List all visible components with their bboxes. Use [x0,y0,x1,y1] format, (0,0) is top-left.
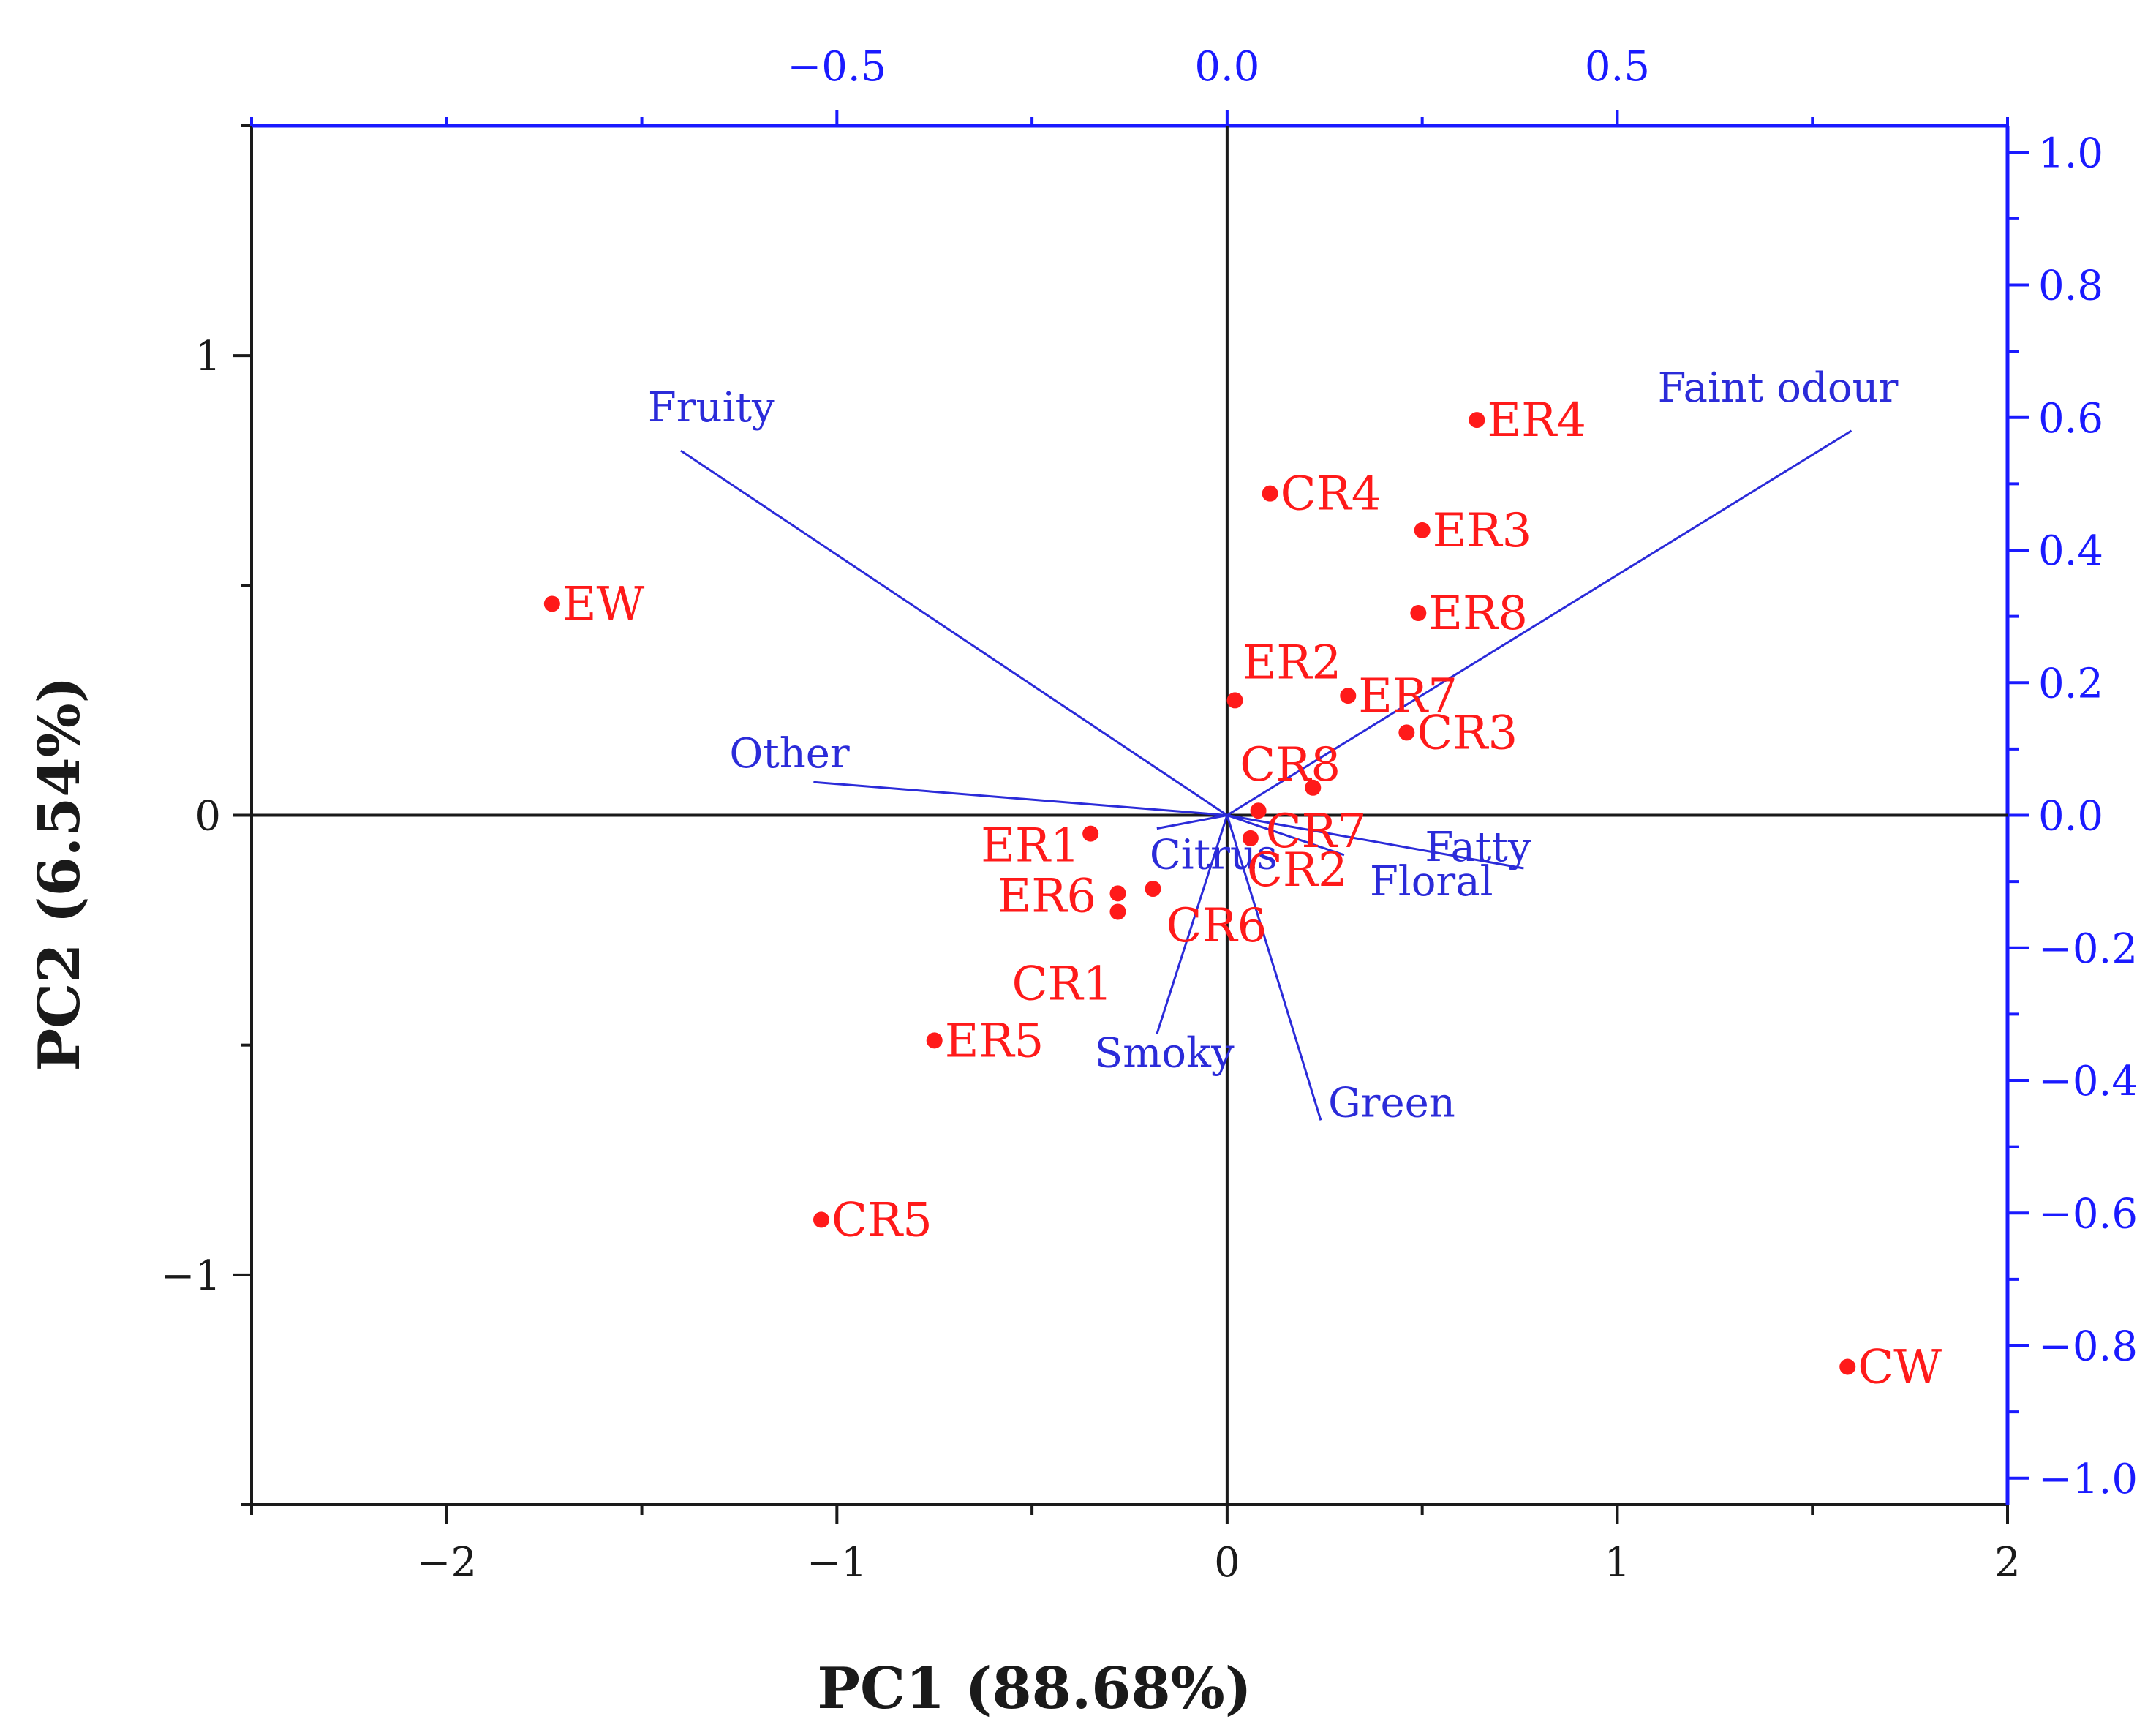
loading-label-fruity: Fruity [648,384,775,432]
score-point-cr8 [1305,779,1322,796]
loading-label-other: Other [729,730,850,778]
score-point-cr7 [1250,802,1267,819]
right-tick-label: 0.8 [2038,263,2103,310]
score-point-er5 [926,1032,943,1049]
x-tick-label: −2 [416,1539,477,1587]
y-axis-title: PC2 (6.54%) [26,676,93,1071]
score-point-er1 [1082,825,1099,842]
right-tick-label: 0.4 [2038,527,2103,575]
y-tick-label: 0 [195,793,221,840]
top-loading-axis-ticks: −0.5 0.0 0.5 [250,43,2009,126]
score-point-cr1 [1109,903,1126,920]
x-axis-title: PC1 (88.68%) [817,1655,1251,1722]
loading-vector-green [1226,815,1322,1121]
score-label-cr3: CR3 [1417,706,1518,760]
right-tick-label: 0.6 [2038,395,2103,443]
x-tick-label: −1 [807,1539,867,1587]
loading-vector-other [813,781,1228,816]
score-point-cr5 [813,1211,829,1228]
score-point-er7 [1340,688,1357,704]
score-label-cr8: CR8 [1240,738,1341,792]
score-label-cr5: CR5 [832,1193,932,1247]
right-tick-label: 1.0 [2038,129,2103,177]
top-tick-label: 0.5 [1585,43,1650,91]
zero-lines [252,126,2008,1505]
loading-vector-faint-odour [1226,429,1852,816]
score-point-cr4 [1262,485,1278,502]
loading-label-green: Green [1328,1079,1455,1127]
score-label-er6: ER6 [997,869,1096,923]
score-point-er2 [1226,692,1243,709]
y-axis-ticks: −1 0 1 [160,124,252,1506]
score-label-er1: ER1 [981,819,1080,873]
loading-vector-smoky [1156,815,1229,1035]
score-label-er5: ER5 [945,1014,1044,1068]
x-tick-label: 0 [1214,1539,1240,1587]
score-point-er4 [1469,412,1485,429]
score-label-cr6: CR6 [1166,899,1267,953]
top-tick-label: −0.5 [787,43,886,91]
score-point-er3 [1414,522,1431,538]
score-point-er6 [1109,885,1126,902]
score-label-er8: ER8 [1428,587,1528,641]
y-tick-label: 1 [195,333,221,380]
score-label-cr4: CR4 [1281,467,1382,522]
right-tick-label: −0.8 [2038,1323,2138,1371]
score-label-cr7: CR7 [1266,805,1367,859]
score-point-er8 [1410,605,1427,622]
score-label-ew: EW [562,577,645,631]
score-point-cw [1839,1358,1856,1375]
loading-vector-fruity [680,449,1228,816]
right-tick-label: −0.6 [2038,1190,2138,1238]
right-tick-label: −0.4 [2038,1058,2138,1105]
score-label-er3: ER3 [1433,504,1532,558]
loading-vector-fatty [1226,814,1524,870]
score-label-cr1: CR1 [1011,957,1112,1011]
x-axis-ticks: −2 −1 0 1 2 [250,1505,2021,1587]
x-tick-label: 1 [1605,1539,1631,1587]
y-tick-label: −1 [160,1252,221,1300]
score-label-cr2: CR2 [1247,843,1348,898]
right-tick-label: 0.0 [2038,793,2103,840]
score-point-cr2 [1242,830,1259,846]
score-label-er2: ER2 [1243,636,1342,690]
right-tick-label: −1.0 [2038,1456,2138,1503]
right-tick-label: 0.2 [2038,660,2103,707]
score-label-cw: CW [1858,1341,1942,1395]
loading-label-fatty: Fatty [1425,824,1531,871]
loading-vector-citrus [1156,814,1228,830]
score-point-cr6 [1145,881,1161,898]
score-label-er7: ER7 [1358,669,1458,723]
right-tick-label: −0.2 [2038,925,2138,973]
top-tick-label: 0.0 [1194,43,1259,91]
loading-label-smoky: Smoky [1095,1030,1235,1078]
loading-label-faint-odour: Faint odour [1658,364,1899,412]
score-point-ew [543,595,560,612]
score-point-cr3 [1398,724,1415,741]
right-loading-axis-ticks: −1.0 −0.8 −0.6 −0.4 −0.2 0.0 0.2 0.4 0.6 0.8 1.0 [2008,129,2138,1503]
loading-label-floral: Floral [1370,858,1493,906]
score-label-er4: ER4 [1487,394,1586,448]
x-tick-label: 2 [1994,1539,2021,1587]
loading-vector-floral [1226,814,1345,857]
